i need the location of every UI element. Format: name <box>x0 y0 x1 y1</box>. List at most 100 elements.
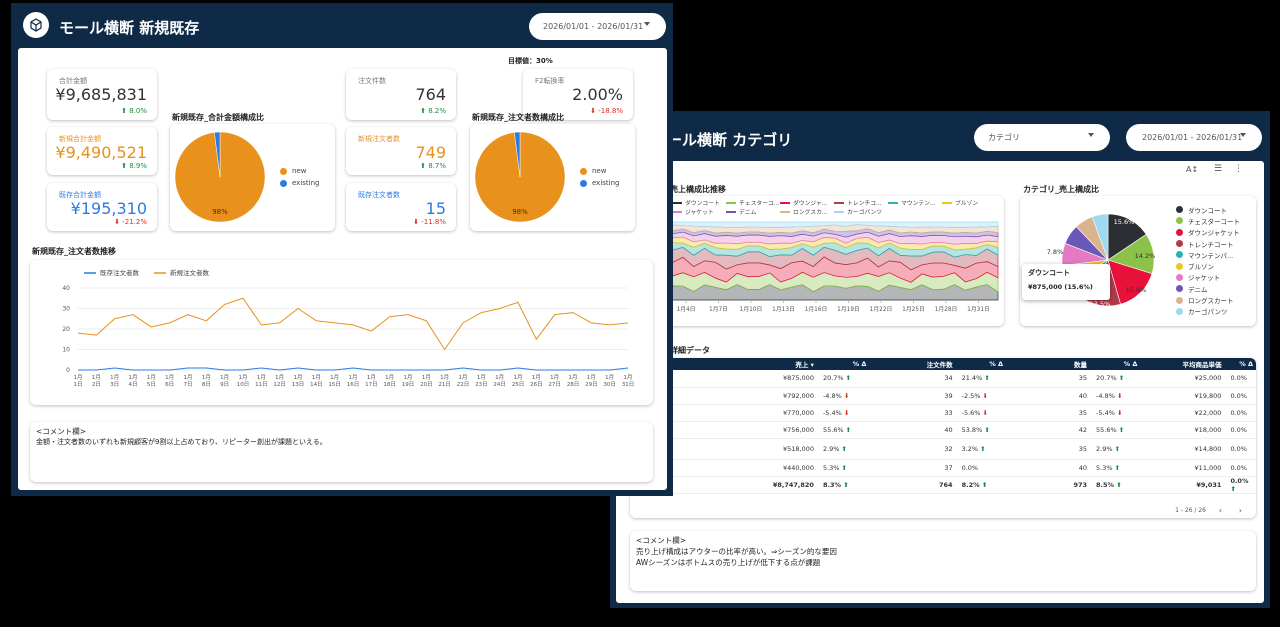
area-legend-item: ブルゾン <box>942 198 978 207</box>
legend-new: new <box>280 167 306 175</box>
x-tick-label: 1月 <box>275 374 284 381</box>
kpi-label: 新規合計金額 <box>59 135 101 143</box>
x-tick-label: 1月 <box>349 374 358 381</box>
table-cell: 42 <box>1006 421 1091 439</box>
area-legend-item: チェスターコ... <box>726 198 779 207</box>
table-total-cell: 973 <box>1006 475 1091 494</box>
table-header-cell[interactable]: 売上 ▾ <box>659 358 817 370</box>
x-tick-label: 1月 <box>74 374 83 381</box>
x-tick-label: 26日 <box>530 381 543 388</box>
table-total-cell: ¥9,031 <box>1140 475 1225 494</box>
chevron-down-icon <box>1088 133 1094 137</box>
table-row[interactable]: ケット¥770,000-5.4% ⬇33-5.6% ⬇35-5.4% ⬇¥22,… <box>630 404 1256 422</box>
pie-slice-カーゴパンツ[interactable] <box>1091 213 1109 261</box>
pie-slice-ダウンジャケット[interactable] <box>1107 259 1153 305</box>
table-header-cell[interactable]: 平均商品単価 <box>1140 358 1225 370</box>
pie-data-label: 15.8% <box>1126 286 1147 294</box>
next-page-icon[interactable]: › <box>1238 506 1242 515</box>
date-range-picker[interactable]: 2026/01/01 - 2026/01/31 <box>1126 124 1262 151</box>
x-tick-label: 1月 <box>569 374 578 381</box>
table-cell: -5.4% ⬇ <box>1090 404 1141 422</box>
arrow-up-icon: ⬆ <box>839 463 847 472</box>
x-tick-label: 25日 <box>512 381 525 388</box>
table-header-cell[interactable]: % Δ <box>955 358 1006 370</box>
x-tick-label: 8日 <box>202 381 211 388</box>
x-tick-label: 1月22日 <box>870 306 893 313</box>
table-cell: ¥875,000 <box>659 370 817 388</box>
x-tick-label: 7日 <box>184 381 193 388</box>
table-cell: ¥22,000 <box>1140 404 1225 422</box>
x-tick-label: 1月 <box>110 374 119 381</box>
arrow-up-icon: ⬆ <box>982 425 990 434</box>
table-header-cell[interactable]: 注文件数 <box>869 358 956 370</box>
date-range-picker[interactable]: 2026/01/01 - 2026/01/31 <box>529 13 666 40</box>
category-select[interactable]: カテゴリ <box>974 124 1110 151</box>
kpi-value: 749 <box>415 143 446 162</box>
table-header-cell[interactable]: 数量 <box>1006 358 1091 370</box>
table-header-cell[interactable]: % Δ <box>816 358 870 370</box>
table-cell: ¥18,000 <box>1140 421 1225 439</box>
arrow-down-icon: ⬇ <box>841 408 850 417</box>
x-tick-label: 1月 <box>514 374 523 381</box>
amount-pie-chart: 98% <box>174 131 266 223</box>
x-tick-label: 6日 <box>165 381 174 388</box>
x-tick-label: 1月 <box>477 374 486 381</box>
kpi-label: 注文件数 <box>358 77 386 85</box>
table-cell: ¥25,000 <box>1140 370 1225 388</box>
pagination-label: 1 - 26 / 26 <box>1175 507 1206 514</box>
logo-icon <box>23 12 49 38</box>
series-line-既存注文者数[interactable] <box>78 367 629 371</box>
table-cell: 40 <box>869 421 956 439</box>
x-tick-label: 1月 <box>624 374 633 381</box>
table-header-cell[interactable]: % Δ <box>1090 358 1141 370</box>
table-row[interactable]: ¥440,000 5.3% ⬆ 37 0.0% 40 5.3% ⬆ ¥11,000 0.0% <box>630 459 1256 477</box>
x-tick-label: 1月16日 <box>805 306 828 313</box>
amount-pie-title: 新規既存_合計金額構成比 <box>172 113 264 122</box>
x-tick-label: 16日 <box>347 381 360 388</box>
kpi-order-count: 注文件数 764 ⬆ 8.2% <box>346 69 456 120</box>
table-header-cell[interactable]: % Δ <box>1224 358 1256 370</box>
legend-item: ジャケット <box>1176 272 1256 283</box>
x-tick-label: 1月 <box>459 374 468 381</box>
table-cell: ¥19,800 <box>1140 387 1225 405</box>
x-tick-label: 3日 <box>110 381 119 388</box>
series-line-新規注文者数[interactable] <box>77 297 629 351</box>
detail-table-title: 詳細データ <box>670 346 710 355</box>
filter-icon[interactable]: ☰ <box>1214 164 1223 174</box>
category-pie-legend: ダウンコート チェスターコート ダウンジャケット トレンチコート マウンテンパ... ブル… <box>1176 204 1256 317</box>
x-tick-label: 18日 <box>383 381 396 388</box>
legend-dot-icon <box>1176 273 1183 281</box>
x-tick-label: 9日 <box>220 381 229 388</box>
x-tick-label: 1月 <box>587 374 596 381</box>
kpi-label: F2転換率 <box>535 77 565 85</box>
category-pie-title: カテゴリ_売上構成比 <box>1023 185 1099 194</box>
pie-slice-existing[interactable] <box>214 131 221 178</box>
table-row[interactable]: コート¥792,000-4.8% ⬇39-2.5% ⬇40-4.8% ⬇¥19,… <box>630 387 1256 405</box>
x-tick-label: 1月 <box>184 374 193 381</box>
sort-icon[interactable]: A↕ <box>1186 165 1199 174</box>
x-tick-label: 1月 <box>147 374 156 381</box>
page-title: モール横断 新規既存 <box>59 19 200 37</box>
table-cell: 0.0% <box>1224 370 1256 388</box>
legend-swatch <box>726 210 736 213</box>
existing-dot-icon <box>280 179 287 187</box>
legend-swatch <box>672 201 682 204</box>
kpi-new-amount: 新規合計金額 ¥9,490,521 ⬆ 8.9% <box>47 127 157 175</box>
comment-text: 金額・注文者数のいずれも新規顧客が9割以上占めており、リピーター創出が課題といえ… <box>36 438 327 446</box>
more-options-icon[interactable]: ⋮ <box>1234 164 1243 174</box>
pie-data-label: 7.8% <box>1047 248 1064 256</box>
x-tick-label: 1月 <box>129 374 138 381</box>
arrow-down-icon: ⬇ <box>1114 408 1123 417</box>
legend-existing: existing <box>280 179 320 187</box>
area-layer-カーゴパンツ[interactable] <box>671 221 999 228</box>
line-chart-title: 新規既存_注文者数推移 <box>32 247 116 256</box>
table-cell: 40 <box>1006 459 1091 477</box>
x-tick-label: 1月 <box>367 374 376 381</box>
existing-dot-icon <box>580 179 587 187</box>
pie-slice-existing[interactable] <box>514 131 521 178</box>
prev-page-icon[interactable]: ‹ <box>1218 506 1222 515</box>
